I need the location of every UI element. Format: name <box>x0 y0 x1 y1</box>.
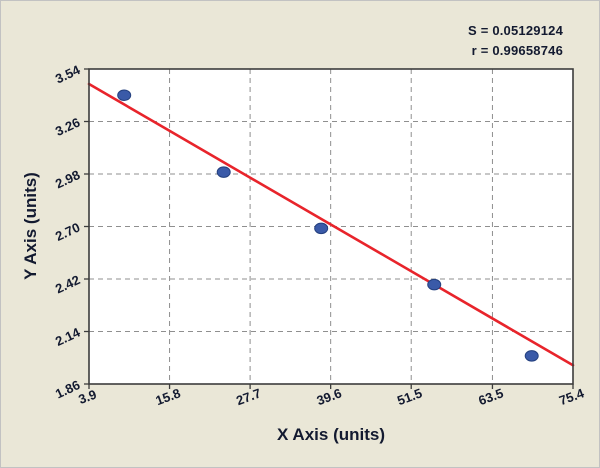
fit-statistics: S = 0.05129124 r = 0.99658746 <box>468 21 563 61</box>
data-point <box>427 278 442 291</box>
x-tick-label: 51.5 <box>395 385 424 408</box>
x-tick-label: 15.8 <box>154 385 183 408</box>
x-tick-label: 39.6 <box>315 385 344 408</box>
data-point <box>117 89 132 101</box>
y-axis-title: Y Axis (units) <box>21 172 40 280</box>
stat-r-value: r = 0.99658746 <box>471 43 563 58</box>
x-axis-title: X Axis (units) <box>277 425 385 444</box>
y-tick-label: 2.70 <box>53 220 82 244</box>
x-tick-label: 63.5 <box>476 385 505 408</box>
data-point <box>314 222 329 235</box>
fit-line <box>87 82 575 367</box>
data-point <box>524 350 539 362</box>
plot-border <box>88 68 574 385</box>
y-tick-label: 2.42 <box>53 272 82 296</box>
stat-s-value: S = 0.05129124 <box>468 23 563 38</box>
y-tick-label: 3.26 <box>53 115 82 139</box>
x-tick-label: 27.7 <box>234 385 263 408</box>
y-tick-label: 3.54 <box>53 62 83 87</box>
y-tick-label: 2.98 <box>53 167 82 191</box>
data-point <box>216 166 231 178</box>
x-tick-label: 3.9 <box>76 387 98 407</box>
y-tick-label: 2.14 <box>53 324 83 349</box>
x-tick-label: 75.4 <box>557 385 587 408</box>
